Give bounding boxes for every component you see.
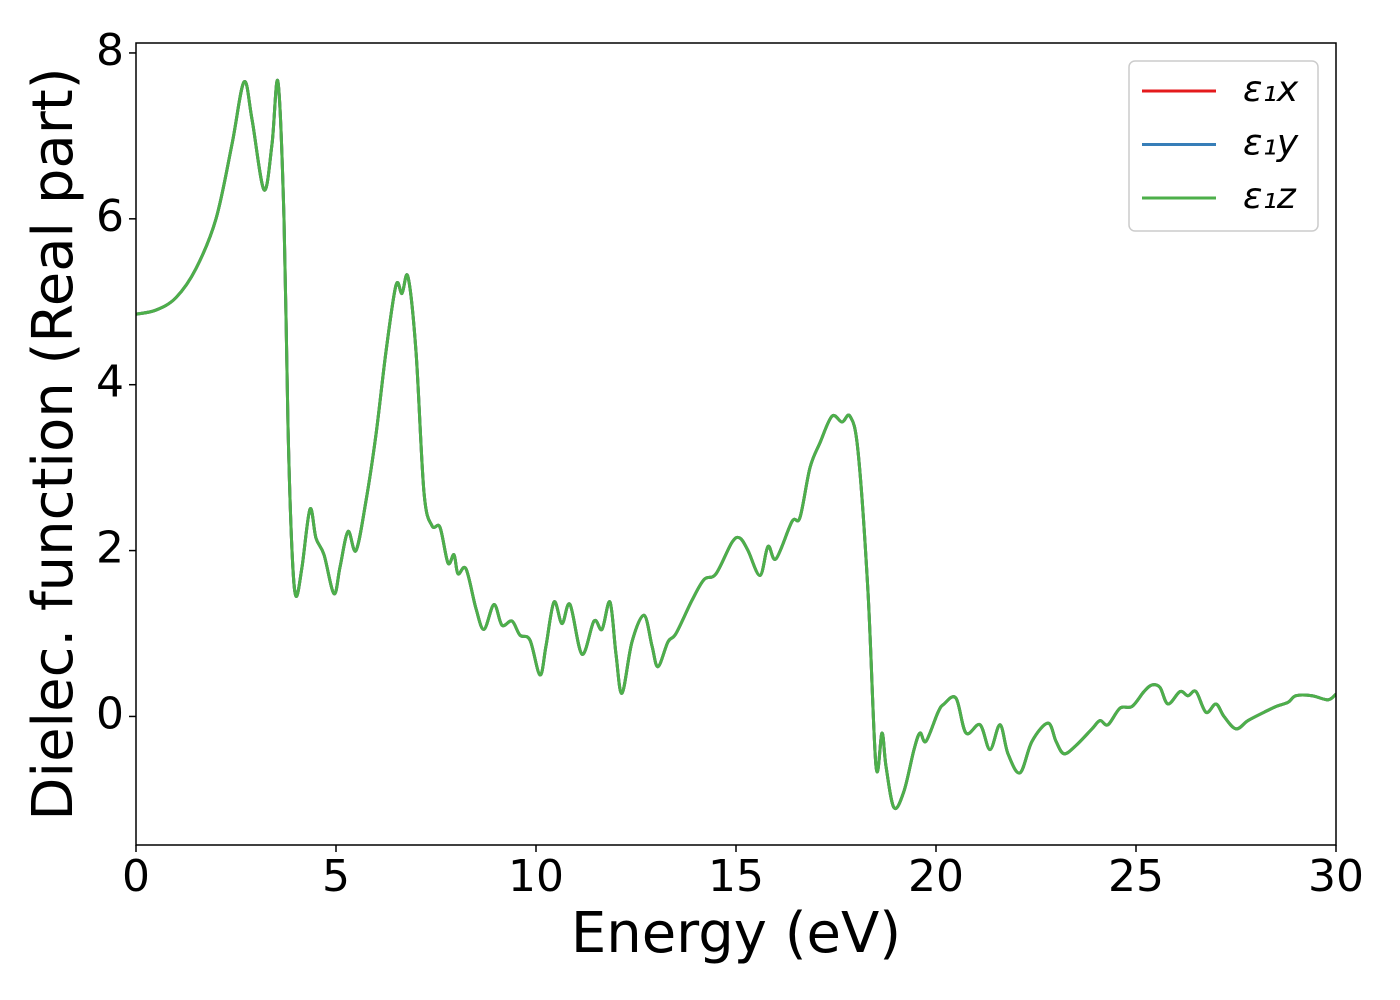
x-tick-label: 10 — [508, 851, 564, 902]
x-tick-label: 0 — [122, 851, 150, 902]
y-axis-label: Dielec. function (Real part) — [21, 67, 86, 820]
y-tick-label: 2 — [96, 523, 124, 574]
legend-box — [1128, 60, 1319, 232]
legend-label: ε₁z — [1243, 176, 1297, 217]
y-tick-label: 8 — [96, 25, 124, 76]
data-line — [136, 78, 1336, 811]
y-tick-label: 6 — [96, 191, 124, 242]
y-tick-label: 4 — [96, 357, 124, 408]
x-tick-label: 30 — [1308, 851, 1364, 902]
x-tick-label: 20 — [908, 851, 964, 902]
y-tick-label: 0 — [96, 688, 124, 739]
x-tick-label: 15 — [708, 851, 764, 902]
x-tick-label: 25 — [1108, 851, 1164, 902]
x-tick-label: 5 — [322, 851, 350, 902]
legend-label: ε₁y — [1243, 123, 1299, 164]
plot-frame — [135, 42, 1337, 846]
legend-label: ε₁x — [1243, 69, 1299, 110]
x-axis-label: Energy (eV) — [571, 901, 901, 966]
